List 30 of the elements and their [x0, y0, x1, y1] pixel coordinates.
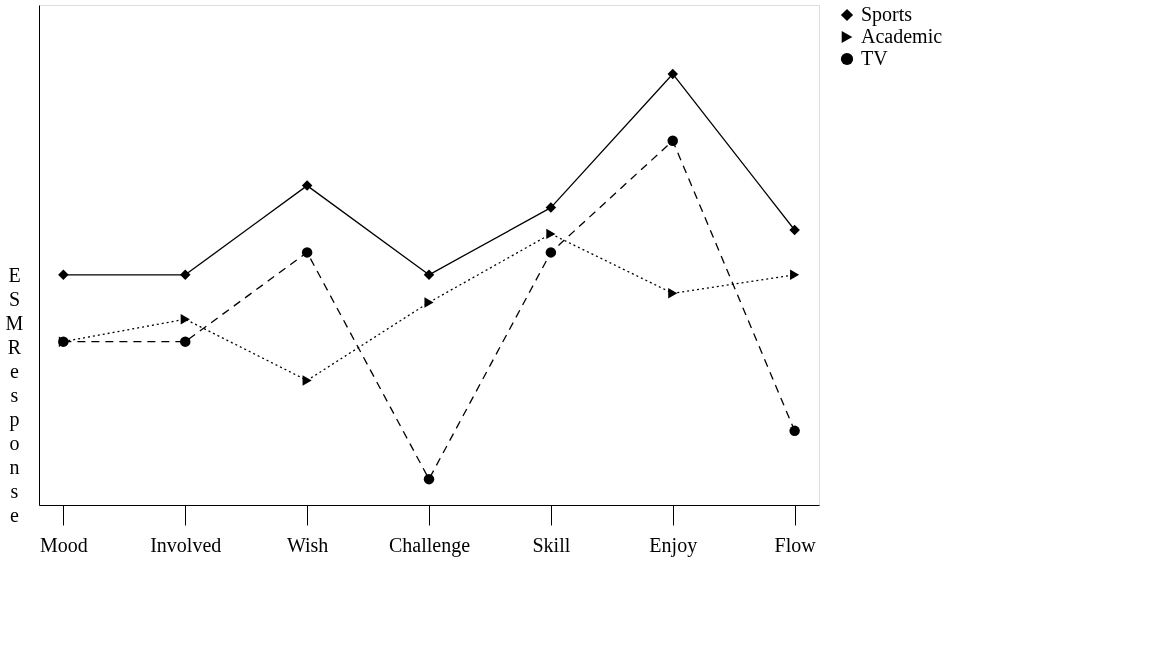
x-tick-label: Flow	[774, 533, 817, 556]
point	[423, 473, 435, 485]
legend-label: Sports	[861, 3, 913, 26]
point	[789, 224, 800, 236]
point	[180, 269, 191, 281]
point	[545, 247, 557, 258]
text: ESM Response	[5, 263, 24, 526]
point	[667, 135, 678, 147]
point	[180, 336, 191, 347]
point	[302, 375, 312, 386]
x-tick-label: Mood	[39, 533, 88, 556]
x-tick-label: Involved	[150, 533, 222, 556]
legend-label: TV	[861, 47, 889, 69]
point	[667, 68, 678, 80]
point	[790, 269, 800, 281]
point	[301, 247, 313, 258]
point	[423, 269, 435, 281]
x-tick-label: Wish	[286, 533, 329, 556]
point	[545, 202, 557, 213]
point	[58, 269, 69, 281]
point	[180, 313, 190, 325]
point	[546, 228, 556, 240]
x-tick-label: Skill	[532, 533, 571, 556]
point	[424, 297, 434, 308]
point	[789, 425, 800, 437]
x-tick-label: Challenge	[388, 533, 471, 557]
x-tick-label: Enjoy	[649, 533, 698, 557]
point	[668, 288, 678, 299]
point	[301, 180, 313, 191]
legend-label: Academic	[861, 25, 943, 47]
